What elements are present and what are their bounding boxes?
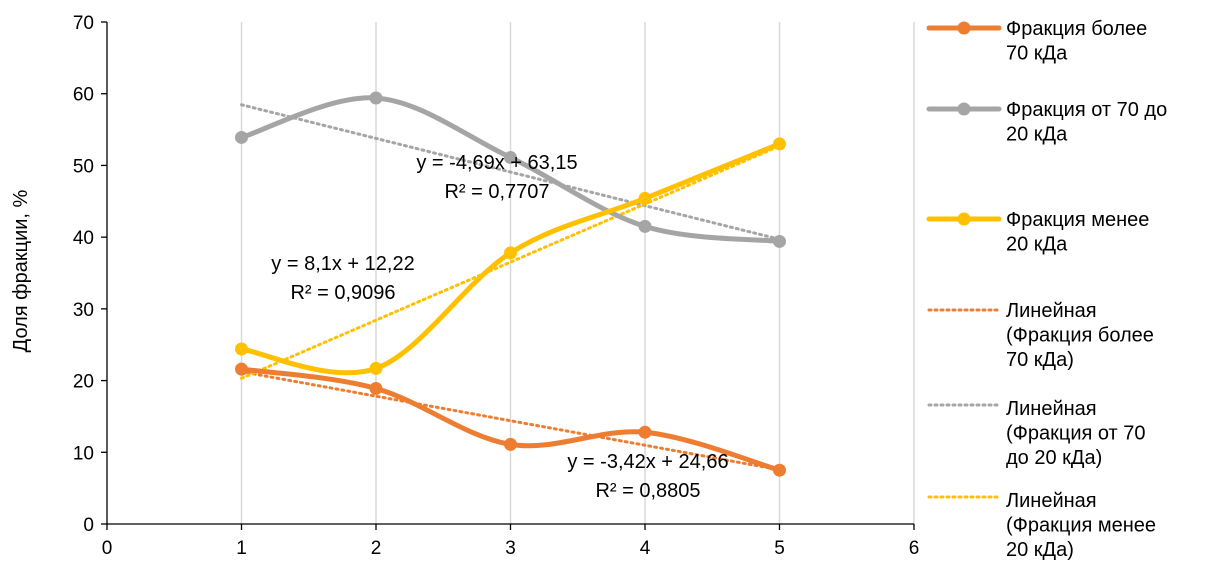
y-tick-label: 50 <box>73 156 94 177</box>
data-point-s3-5 <box>773 137 786 151</box>
y-tick-label: 30 <box>73 300 94 321</box>
trendline-3 <box>240 144 781 380</box>
trendline-equation-2: y = -4,69x + 63,15 <box>416 152 577 174</box>
legend-label: до 20 кДа) <box>1006 447 1102 469</box>
x-tick-label: 5 <box>774 538 785 559</box>
legend-label: Линейная <box>1006 398 1097 420</box>
data-point-s3-4 <box>638 191 652 205</box>
y-tick-label: 70 <box>73 13 94 34</box>
x-tick-label: 3 <box>505 538 516 559</box>
y-tick-label: 40 <box>73 228 94 249</box>
legend-label: 20 кДа <box>1006 124 1068 146</box>
x-tick-label: 2 <box>371 538 382 559</box>
data-point-s2-1 <box>235 130 248 144</box>
legend-label: Фракция менее <box>1006 209 1149 231</box>
trendline-r2-3: R² = 0,9096 <box>290 282 395 304</box>
legend-label: 20 кДа) <box>1006 539 1074 561</box>
x-tick-label: 6 <box>909 538 920 559</box>
data-point-s1-4 <box>638 425 652 439</box>
data-point-s2-2 <box>369 91 383 105</box>
legend-label: Линейная <box>1006 490 1097 512</box>
legend-label: (Фракция менее <box>1006 515 1156 537</box>
trendline-r2-2: R² = 0,7707 <box>444 181 549 203</box>
x-tick-label: 0 <box>102 538 113 559</box>
legend-label: 70 кДа <box>1006 43 1068 65</box>
y-tick-label: 0 <box>83 515 94 536</box>
trendline-1 <box>240 370 781 472</box>
legend-label: Линейная <box>1006 300 1097 322</box>
legend-label: (Фракция от 70 <box>1006 423 1146 445</box>
legend-label: 70 кДа) <box>1006 349 1074 371</box>
legend-point-marker <box>957 102 971 116</box>
legend-point-marker <box>957 212 971 226</box>
legend-label: 20 кДа <box>1006 234 1068 256</box>
trendline-equation-1: y = -3,42x + 24,66 <box>567 451 728 473</box>
data-point-s3-1 <box>235 342 248 356</box>
y-tick-label: 60 <box>73 85 94 106</box>
data-point-s3-2 <box>369 361 383 375</box>
data-point-s1-5 <box>773 463 786 477</box>
y-axis-title: Доля фракции, % <box>10 189 32 352</box>
data-point-s3-3 <box>504 246 517 260</box>
legend-label: Фракция от 70 до <box>1006 99 1167 121</box>
y-tick-label: 10 <box>73 443 94 464</box>
data-point-s1-2 <box>369 381 383 395</box>
trendline-2 <box>240 103 781 241</box>
data-point-s1-1 <box>235 362 248 376</box>
legend-label: (Фракция более <box>1006 325 1154 347</box>
legend-label: Фракция более <box>1006 18 1147 40</box>
data-point-s2-4 <box>638 219 652 233</box>
data-point-s1-3 <box>504 437 517 451</box>
x-tick-label: 1 <box>236 538 247 559</box>
trendline-equation-3: y = 8,1x + 12,22 <box>271 253 414 275</box>
trendline-r2-1: R² = 0,8805 <box>595 480 700 502</box>
data-point-s2-5 <box>773 234 786 248</box>
data-point-s2-3 <box>504 151 517 165</box>
x-tick-label: 4 <box>640 538 651 559</box>
y-tick-label: 20 <box>73 372 94 393</box>
legend-point-marker <box>957 21 971 35</box>
